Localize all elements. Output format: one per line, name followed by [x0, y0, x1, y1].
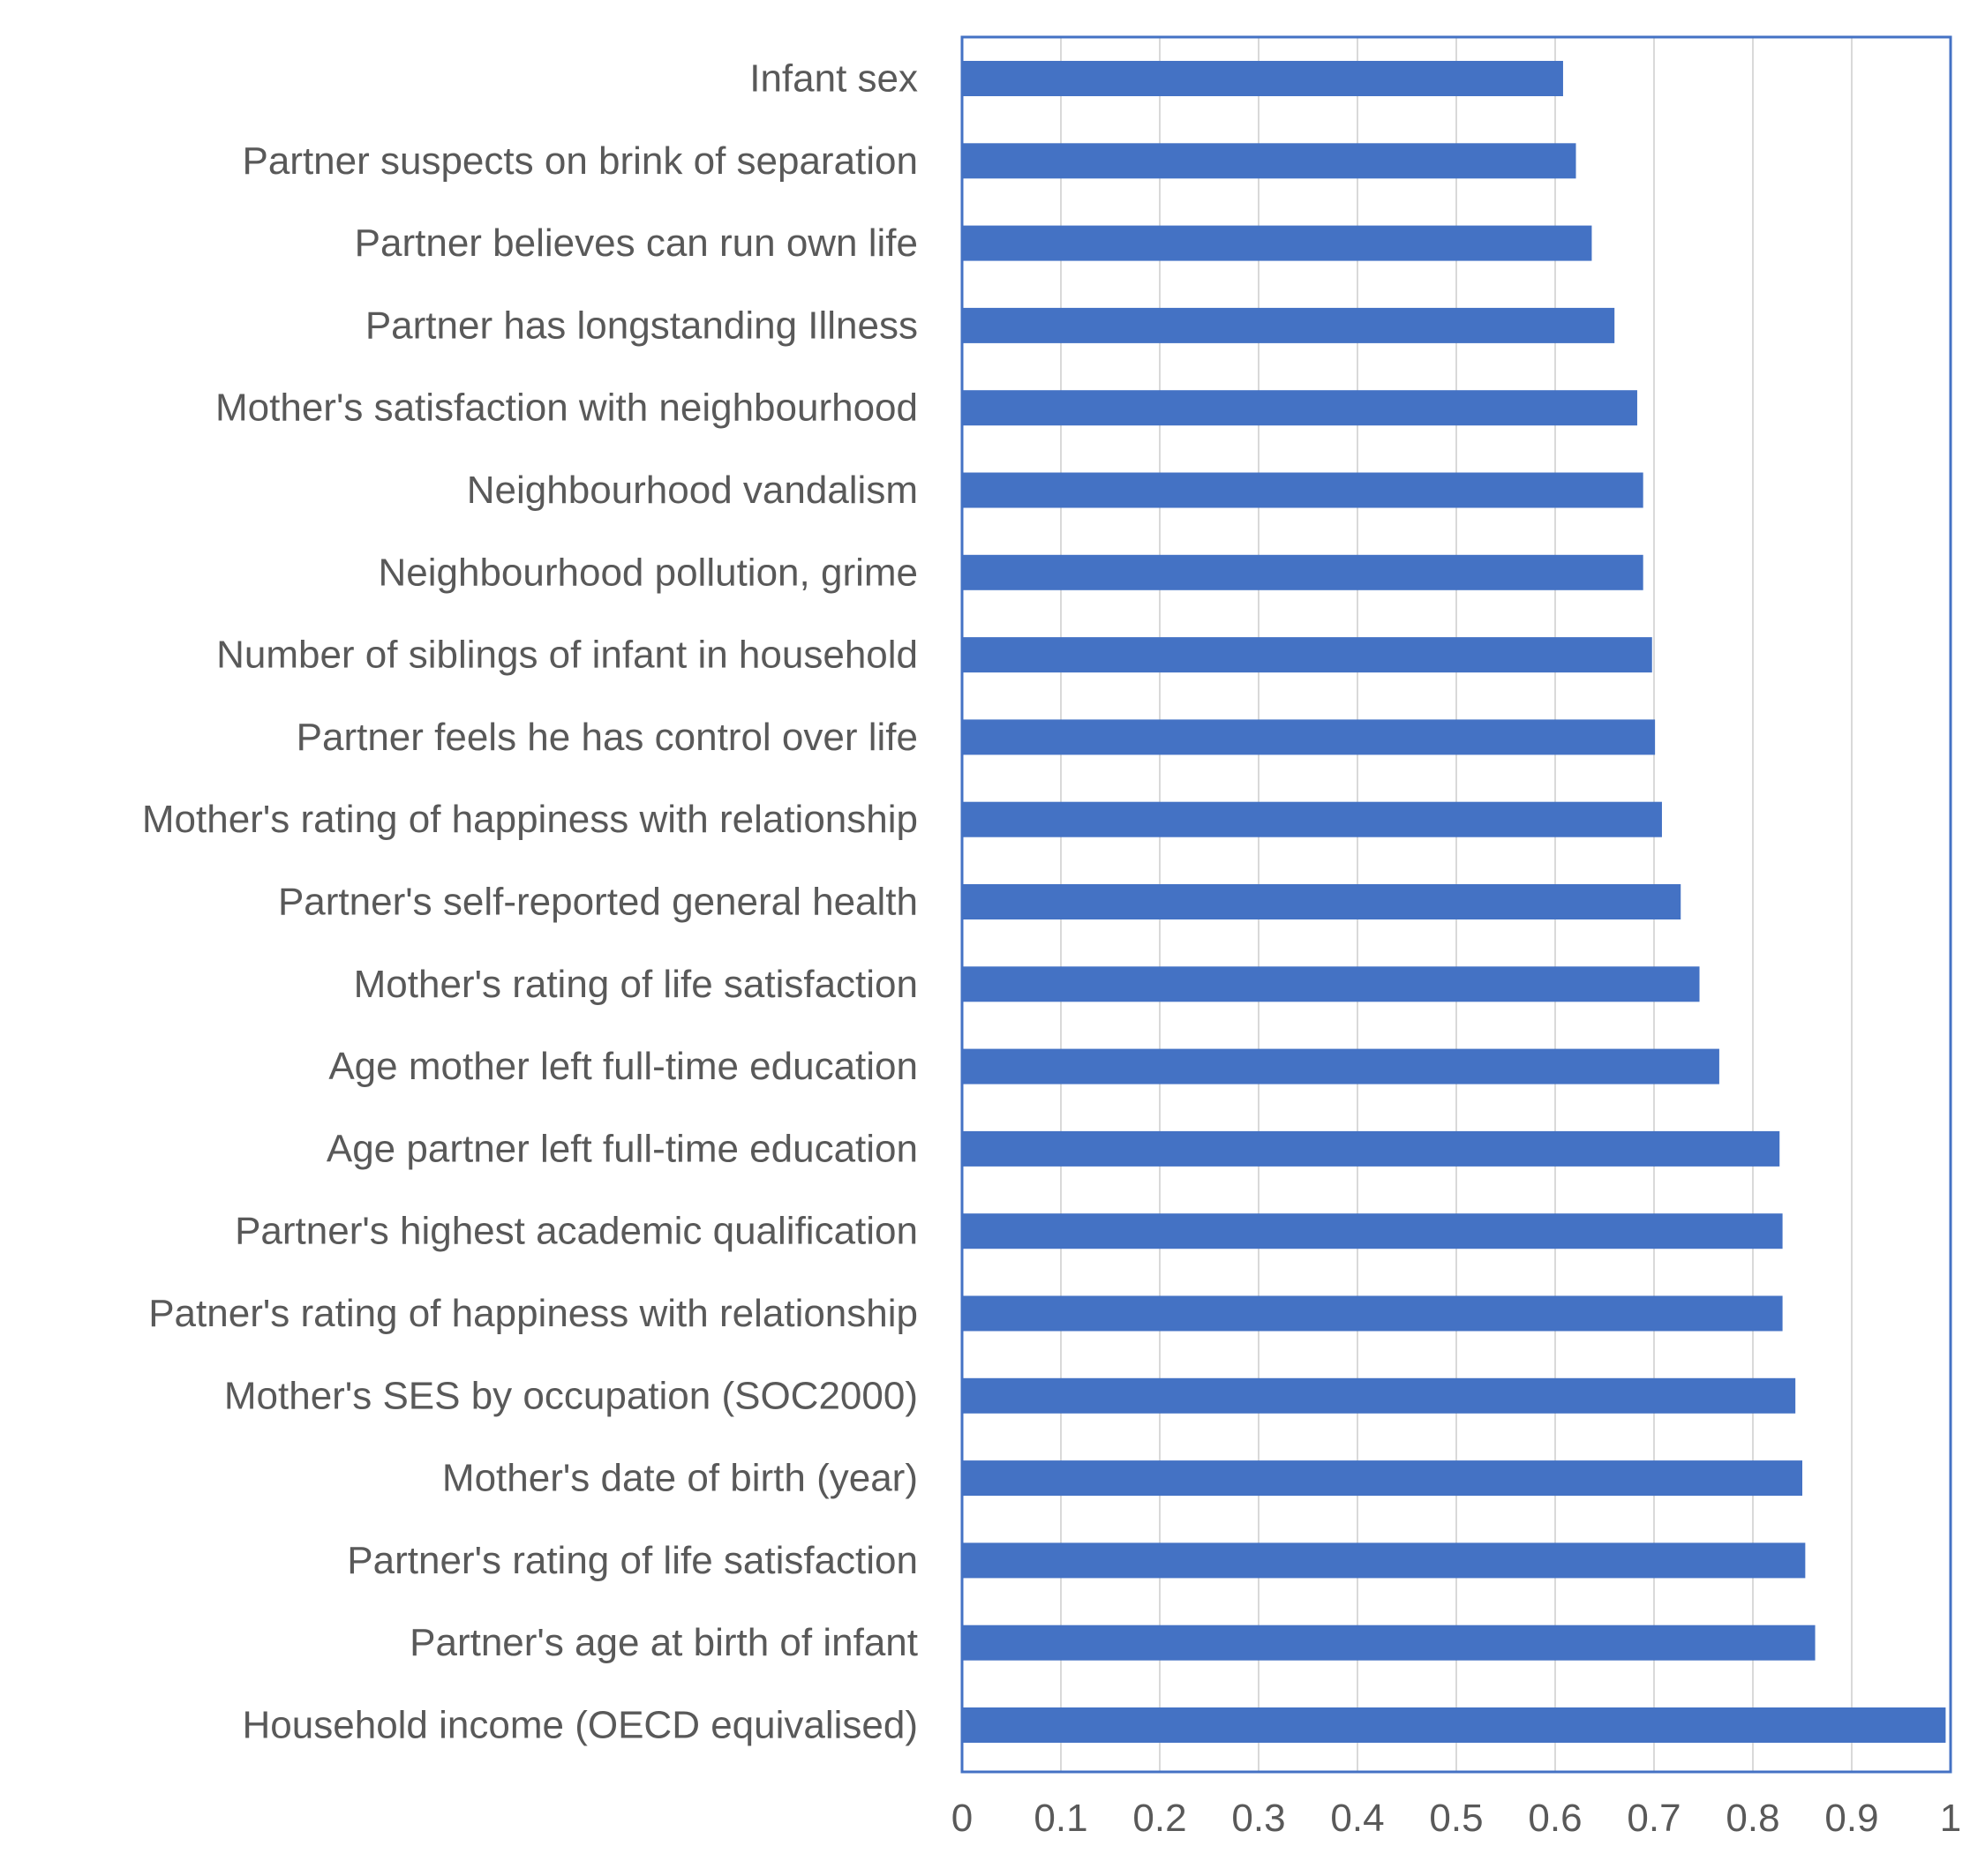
- category-label: Household income (OECD equivalised): [243, 1704, 918, 1747]
- category-label: Neighbourhood pollution, grime: [378, 551, 918, 594]
- category-label: Partner's rating of life satisfaction: [347, 1539, 918, 1582]
- bar: [962, 637, 1652, 673]
- x-axis-tick-labels: 0 0.1 0.2 0.3 0.4 0.5 0.6 0.7 0.8 0.9 1: [951, 1797, 1961, 1840]
- category-label: Mother's rating of happiness with relati…: [142, 798, 918, 841]
- category-label: Mother's date of birth (year): [442, 1457, 918, 1500]
- category-label: Partner's highest academic qualification: [235, 1210, 918, 1253]
- category-label: Mother's SES by occupation (SOC2000): [224, 1374, 918, 1417]
- bar: [962, 225, 1592, 261]
- bar: [962, 1295, 1783, 1332]
- bar: [962, 884, 1681, 919]
- x-tick-label: 0: [951, 1797, 973, 1840]
- bar: [962, 1377, 1796, 1414]
- x-tick-label: 0.1: [1034, 1797, 1087, 1840]
- bar: [962, 1542, 1806, 1579]
- category-label: Infant sex: [749, 57, 918, 101]
- category-label: Partner's age at birth of infant: [410, 1621, 918, 1664]
- bar: [962, 554, 1643, 590]
- x-tick-label: 0.3: [1231, 1797, 1285, 1840]
- category-label: Patner's rating of happiness with relati…: [148, 1292, 918, 1335]
- category-label: Neighbourhood vandalism: [467, 469, 918, 512]
- bar: [962, 1130, 1780, 1167]
- bar: [962, 307, 1615, 343]
- category-label: Partner believes can run own life: [355, 221, 918, 265]
- category-label: Partner feels he has control over life: [297, 716, 918, 759]
- x-tick-label: 0.6: [1528, 1797, 1582, 1840]
- bar: [962, 1707, 1946, 1743]
- bar: [962, 801, 1662, 837]
- plot-area-border: [960, 35, 1952, 1774]
- bar: [962, 143, 1576, 179]
- category-label: Number of siblings of infant in househol…: [216, 634, 918, 677]
- x-tick-label: 0.2: [1132, 1797, 1186, 1840]
- x-tick-label: 0.8: [1726, 1797, 1779, 1840]
- bars: [962, 61, 1946, 1743]
- bar: [962, 390, 1637, 426]
- bar: [962, 1213, 1783, 1249]
- category-label: Age partner left full-time education: [327, 1127, 918, 1170]
- x-tick-label: 1: [1940, 1797, 1961, 1840]
- bar: [962, 1460, 1802, 1497]
- x-tick-label: 0.4: [1330, 1797, 1384, 1840]
- category-label: Age mother left full-time education: [328, 1045, 918, 1088]
- category-label: Partner suspects on brink of separation: [242, 139, 918, 183]
- bar: [962, 1625, 1816, 1661]
- x-tick-label: 0.5: [1429, 1797, 1483, 1840]
- category-label: Partner has longstanding Illness: [365, 304, 918, 347]
- bar: [962, 719, 1656, 755]
- bar: [962, 966, 1700, 1002]
- category-label: Mother's rating of life satisfaction: [354, 963, 918, 1006]
- category-label: Partner's self-reported general health: [278, 881, 918, 924]
- bar: [962, 1048, 1719, 1084]
- category-labels: Infant sex Partner suspects on brink of s…: [142, 57, 918, 1747]
- x-tick-label: 0.7: [1627, 1797, 1681, 1840]
- x-tick-label: 0.9: [1824, 1797, 1878, 1840]
- bar: [962, 61, 1563, 96]
- bar: [962, 472, 1643, 508]
- category-label: Mother's satisfaction with neighbourhood: [215, 386, 918, 430]
